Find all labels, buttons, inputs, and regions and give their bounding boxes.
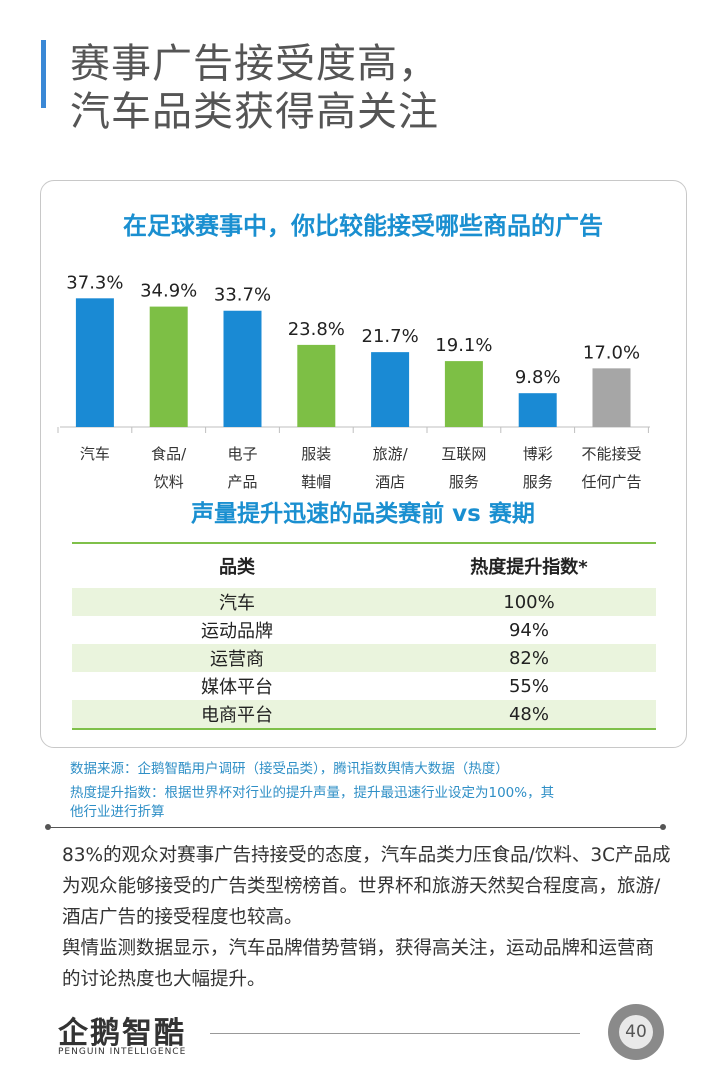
category-label: 酒店 — [375, 473, 405, 491]
table-row: 电商平台 48% — [72, 700, 656, 728]
title-accent-bar — [41, 40, 46, 108]
bar — [371, 352, 410, 427]
cell-index: 94% — [508, 619, 549, 641]
bar-value-label: 33.7% — [214, 285, 271, 306]
title-line-1: 赛事广告接受度高， — [70, 41, 439, 87]
definition-note: 热度提升指数：根据世界杯对行业的提升声量，提升最迅速行业设定为100%，其 他行… — [70, 784, 670, 822]
category-label: 饮料 — [154, 473, 184, 491]
title-line-2: 汽车品类获得高关注 — [70, 89, 439, 135]
bar — [223, 310, 262, 427]
table-row: 汽车 100% — [72, 588, 656, 616]
chart-title: 在足球赛事中，你比较能接受哪些商品的广告 — [123, 212, 603, 240]
bar — [297, 344, 336, 427]
bar — [592, 368, 631, 427]
category-label: 鞋帽 — [301, 473, 331, 491]
table-title: 声量提升迅速的品类赛前 vs 赛期 — [191, 501, 535, 527]
heat-index-table: 品类 热度提升指数* 汽车 100% 运动品牌 94% 运营商 82% 媒体平台… — [72, 542, 656, 730]
table-top-rule — [72, 542, 656, 544]
bar-value-label: 19.1% — [435, 335, 492, 356]
bar-value-label: 34.9% — [140, 281, 197, 302]
bar-value-label: 9.8% — [515, 367, 561, 388]
bar-value-label: 23.8% — [288, 319, 345, 340]
bar-value-label: 17.0% — [583, 342, 640, 363]
page-title: 赛事广告接受度高， 汽车品类获得高关注 — [70, 40, 439, 136]
header-category: 品类 — [219, 557, 255, 578]
category-label: 电子 — [227, 445, 257, 463]
definition-line-2: 他行业进行折算 — [70, 804, 165, 820]
cell-category: 媒体平台 — [201, 677, 273, 698]
table-bottom-rule — [72, 728, 656, 730]
source-note: 数据来源：企鹅智酷用户调研（接受品类），腾讯指数舆情大数据（热度） — [70, 761, 509, 777]
category-label: 汽车 — [80, 445, 110, 463]
cell-category: 运动品牌 — [201, 621, 273, 642]
category-label: 任何广告 — [581, 473, 641, 491]
body-paragraph-2: 舆情监测数据显示，汽车品牌借势营销，获得高关注，运动品牌和运营商的讨论热度也大幅… — [62, 938, 655, 990]
page-number: 40 — [619, 1015, 653, 1049]
cell-category: 汽车 — [219, 593, 255, 614]
logo-subtitle: PENGUIN INTELLIGENCE — [58, 1047, 187, 1057]
bar-value-label: 21.7% — [362, 326, 419, 347]
table-row: 运动品牌 94% — [72, 616, 656, 644]
bar — [518, 393, 557, 427]
category-label: 旅游/ — [373, 445, 409, 463]
category-label: 食品/ — [151, 445, 187, 463]
category-label: 服务 — [523, 473, 553, 491]
cell-index: 55% — [508, 675, 549, 697]
category-label: 互联网 — [441, 445, 486, 463]
body-paragraph-1: 83%的观众对赛事广告持接受的态度，汽车品类力压食品/饮料、3C产品成为观众能够… — [62, 845, 671, 928]
cell-category: 运营商 — [210, 649, 264, 670]
category-label: 服装 — [301, 445, 331, 463]
header-heat-index: 热度提升指数* — [470, 557, 588, 578]
penguin-logo: 企鹅智酷 — [58, 1016, 186, 1051]
category-label: 产品 — [227, 473, 257, 491]
body-text: 83%的观众对赛事广告持接受的态度，汽车品类力压食品/饮料、3C产品成为观众能够… — [62, 840, 672, 995]
cell-index: 48% — [508, 703, 549, 725]
bar — [75, 298, 114, 427]
category-label: 博彩 — [523, 445, 553, 463]
page-number-badge: 40 — [608, 1004, 664, 1060]
divider-right-dot — [660, 824, 666, 830]
table-header: 品类 热度提升指数* — [72, 544, 656, 588]
table-row: 媒体平台 55% — [72, 672, 656, 700]
cell-category: 电商平台 — [201, 705, 273, 726]
table-row: 运营商 82% — [72, 644, 656, 672]
cell-index: 82% — [508, 647, 549, 669]
category-label: 服务 — [449, 473, 479, 491]
cell-index: 100% — [503, 591, 555, 613]
bar — [444, 361, 483, 427]
footer-rule — [210, 1033, 580, 1034]
definition-line-1: 热度提升指数：根据世界杯对行业的提升声量，提升最迅速行业设定为100%，其 — [70, 785, 555, 801]
section-divider — [48, 827, 663, 828]
bar — [149, 306, 188, 427]
bar-value-label: 37.3% — [66, 272, 123, 293]
category-label: 不能接受 — [581, 445, 641, 463]
